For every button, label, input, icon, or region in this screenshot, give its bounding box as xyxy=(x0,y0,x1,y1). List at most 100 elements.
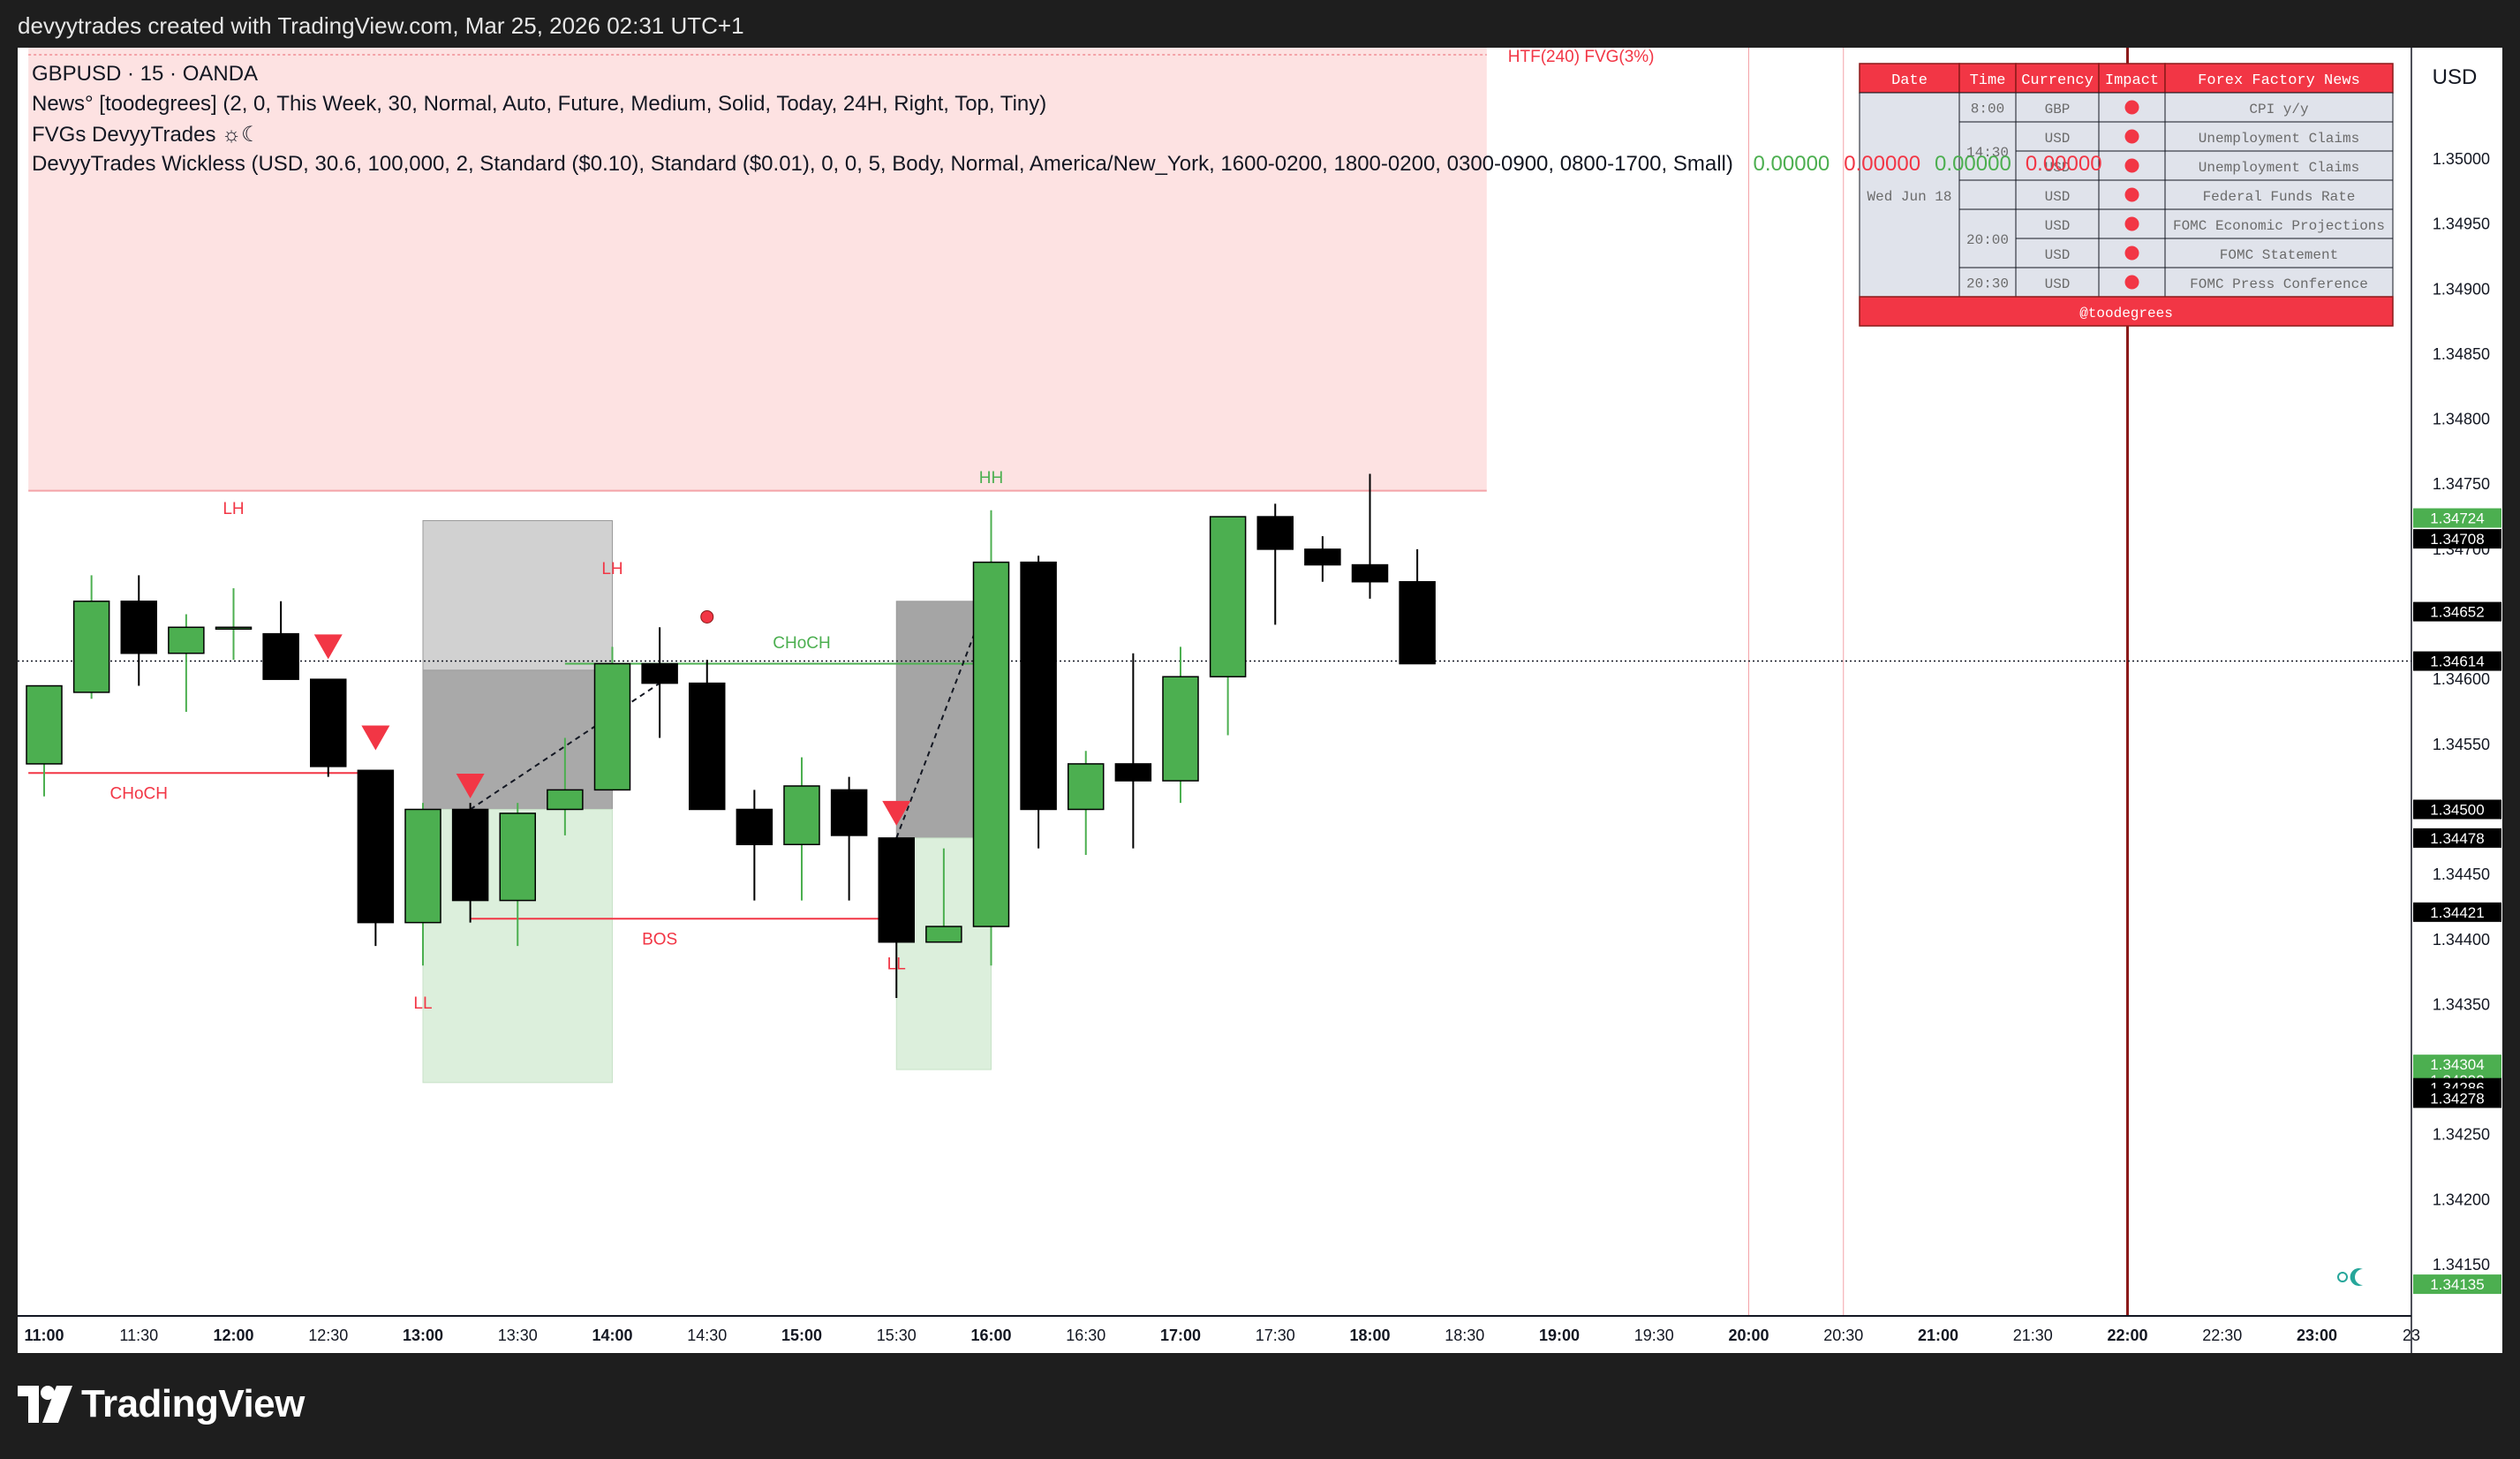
price-tick-label: 1.34350 xyxy=(2433,995,2490,1013)
wickless-value: 0.00000 xyxy=(1935,152,2011,176)
candle-body[interactable] xyxy=(1209,516,1247,677)
news-table-currency: GBP xyxy=(2045,102,2071,117)
candle-body[interactable] xyxy=(26,684,63,765)
price-axis[interactable] xyxy=(2411,48,2502,1355)
news-table-impact-cell xyxy=(2098,238,2166,268)
candle-body[interactable] xyxy=(215,626,253,631)
price-label: 1.34500 xyxy=(2430,801,2484,818)
time-tick-label: 14:30 xyxy=(687,1327,727,1344)
time-tick-label: 18:00 xyxy=(1349,1327,1390,1344)
news-table-event: Unemployment Claims xyxy=(2199,160,2359,176)
candle-body[interactable] xyxy=(1256,516,1294,550)
legend-fvg-text[interactable]: FVGs DevyyTrades ☼☾ xyxy=(32,123,260,147)
structure-label: LH xyxy=(601,560,622,578)
candle-body[interactable] xyxy=(120,601,157,654)
fvg-zone[interactable] xyxy=(28,48,1487,491)
candle-body[interactable] xyxy=(1351,563,1389,583)
price-tick-label: 1.34150 xyxy=(2433,1256,2490,1274)
candle-body[interactable] xyxy=(168,626,205,654)
time-tick-label: 22:00 xyxy=(2107,1327,2147,1344)
price-label: 1.34614 xyxy=(2430,654,2484,670)
price-tick-label: 1.34200 xyxy=(2433,1191,2490,1208)
legend-fvg-indicator[interactable]: FVGs DevyyTrades ☼☾ xyxy=(32,122,260,147)
news-table-event-cell[interactable] xyxy=(2164,238,2394,268)
candle-body[interactable] xyxy=(357,769,395,924)
news-table-event: CPI y/y xyxy=(2249,102,2309,117)
price-tick-label: 1.34450 xyxy=(2433,866,2490,883)
news-table-event-cell[interactable] xyxy=(2164,121,2394,152)
time-tick-label: 13:30 xyxy=(498,1327,538,1344)
candle-body[interactable] xyxy=(1020,561,1057,811)
tradingview-logo: TradingView xyxy=(18,1382,305,1426)
news-table-event: FOMC Economic Projections xyxy=(2173,218,2385,234)
candle-body[interactable] xyxy=(404,808,441,924)
candle-body[interactable] xyxy=(262,632,299,680)
time-tick-label: 15:30 xyxy=(877,1327,917,1344)
moon-icon xyxy=(2350,1268,2363,1286)
news-table-date-cell xyxy=(1859,92,1960,298)
candle-body[interactable] xyxy=(547,789,584,811)
legend-news-text[interactable]: News° [toodegrees] (2, 0, This Week, 30,… xyxy=(32,92,1047,116)
sun-moon-icon xyxy=(2337,1272,2348,1282)
high-impact-icon xyxy=(2124,216,2139,231)
candle-body[interactable] xyxy=(736,808,773,845)
news-table-event-cell[interactable] xyxy=(2164,179,2394,210)
price-label-bg xyxy=(2413,1055,2501,1075)
candle-body[interactable] xyxy=(925,926,962,943)
candle-body[interactable] xyxy=(641,662,678,684)
news-table-event-cell[interactable] xyxy=(2164,150,2394,181)
time-tick-label: 20:00 xyxy=(1728,1327,1769,1344)
time-tick-label: 17:00 xyxy=(1160,1327,1201,1344)
news-table-currency: USD xyxy=(2045,189,2071,205)
legend-wickless-indicator[interactable]: DevyyTrades Wickless (USD, 30.6, 100,000… xyxy=(32,152,2102,177)
candle-body[interactable] xyxy=(830,789,868,836)
candle-body[interactable] xyxy=(593,662,631,791)
candle-body[interactable] xyxy=(878,837,915,943)
wickless-value: 0.00000 xyxy=(1753,152,1830,176)
time-tick-label: 22:30 xyxy=(2202,1327,2242,1344)
time-tick-label: 18:30 xyxy=(1445,1327,1484,1344)
time-tick-label: 23 xyxy=(2403,1327,2420,1344)
time-tick-label: 13:00 xyxy=(403,1327,443,1344)
price-tick-label: 1.34600 xyxy=(2433,670,2490,688)
candle-body[interactable] xyxy=(1114,763,1152,782)
news-table-currency-cell xyxy=(2015,150,2100,181)
news-table-currency-cell xyxy=(2015,238,2100,268)
fvg-zone-label: HTF(240) FVG(3%) xyxy=(1508,48,1655,66)
time-tick-label: 15:00 xyxy=(781,1327,822,1344)
legend-symbol-line[interactable]: GBPUSD · 15 · OANDA xyxy=(32,62,258,87)
price-tick-label: 1.34850 xyxy=(2433,345,2490,363)
candle-body[interactable] xyxy=(783,785,820,845)
price-tick-label: 1.34250 xyxy=(2433,1126,2490,1144)
candle-body[interactable] xyxy=(1068,763,1105,811)
legend-symbol[interactable]: GBPUSD · 15 · OANDA xyxy=(32,62,259,86)
price-label: 1.34304 xyxy=(2430,1056,2484,1073)
candle-body[interactable] xyxy=(1304,548,1341,566)
structure-label: LL xyxy=(413,994,432,1013)
news-table-event-cell[interactable] xyxy=(2164,208,2394,239)
news-table-event-cell[interactable] xyxy=(2164,267,2394,298)
candle-body[interactable] xyxy=(1399,580,1436,665)
legend-wickless-text[interactable]: DevyyTrades Wickless (USD, 30.6, 100,000… xyxy=(32,152,1733,176)
currency-button[interactable]: USD xyxy=(2432,65,2478,89)
legend-news-indicator[interactable]: News° [toodegrees] (2, 0, This Week, 30,… xyxy=(32,92,1046,117)
candle-body[interactable] xyxy=(1162,676,1199,782)
candle-body[interactable] xyxy=(310,678,347,767)
price-label-bg xyxy=(2413,902,2501,922)
candle-body[interactable] xyxy=(689,682,726,811)
candle-body[interactable] xyxy=(499,813,536,902)
zone-box[interactable] xyxy=(422,669,613,810)
wickless-value: 0.00000 xyxy=(1844,152,1921,176)
price-tick-label: 1.34750 xyxy=(2433,475,2490,493)
candle-body[interactable] xyxy=(72,601,110,693)
time-tick-label: 19:30 xyxy=(1634,1327,1674,1344)
news-table-header-label: Currency xyxy=(2021,72,2094,89)
news-table-time: 20:30 xyxy=(1966,276,2009,292)
candle-body[interactable] xyxy=(972,561,1010,927)
candle-body[interactable] xyxy=(451,808,489,902)
structure-label: LL xyxy=(887,956,906,974)
news-table-time: 8:00 xyxy=(1971,102,2004,117)
time-tick-label: 23:00 xyxy=(2297,1327,2337,1344)
high-impact-icon xyxy=(2124,275,2139,290)
